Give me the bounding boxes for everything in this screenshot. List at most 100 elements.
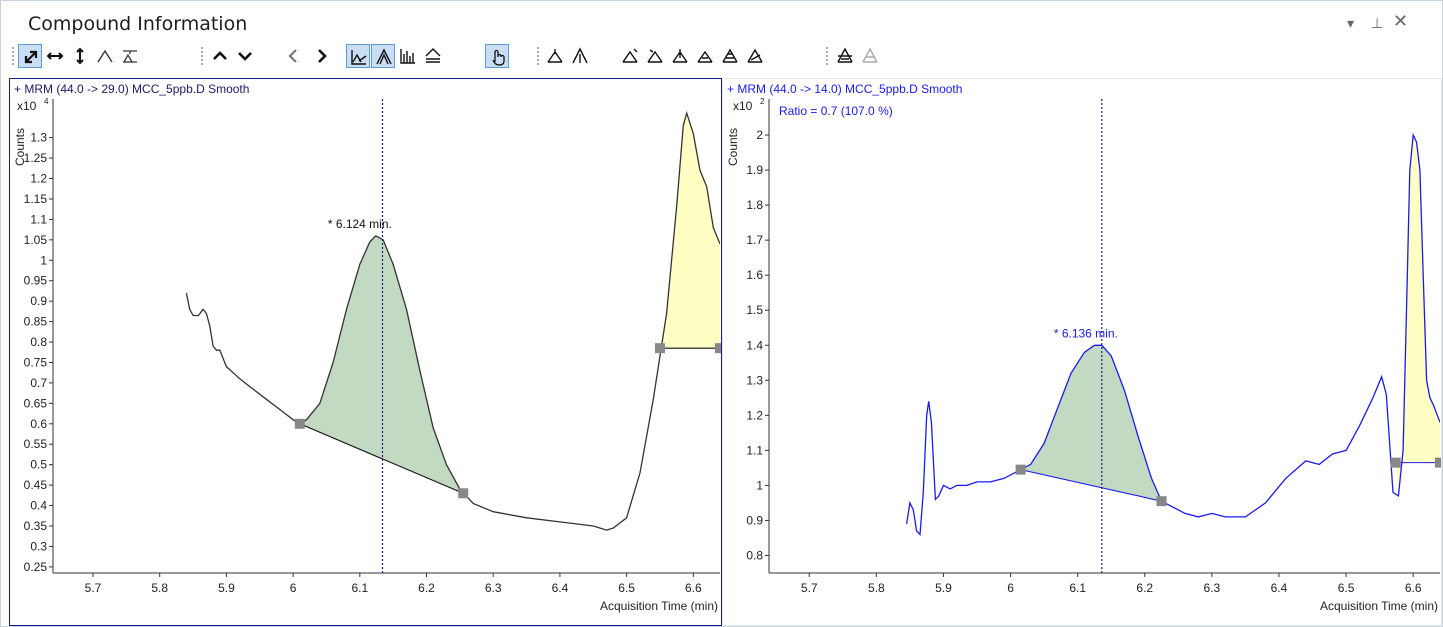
x-axis-label: Acquisition Time (min) <box>1320 599 1438 613</box>
window-title: Compound Information <box>28 13 248 35</box>
split-peak-icon[interactable] <box>643 44 667 68</box>
toolbar-grip[interactable] <box>200 46 204 66</box>
integrate-icon[interactable] <box>346 44 370 68</box>
merge-peak-icon[interactable] <box>668 44 692 68</box>
pin-icon[interactable]: ⊥ <box>1371 15 1384 31</box>
y-tick-label: 0.3 <box>30 539 47 553</box>
peak-icon[interactable] <box>93 44 117 68</box>
previous-compound-icon[interactable] <box>208 44 232 68</box>
x-tick-label: 6.6 <box>685 581 702 595</box>
ratio-annotation: Ratio = 0.7 (107.0 %) <box>779 104 893 118</box>
overlay-peaks-icon[interactable] <box>371 44 395 68</box>
x-axis-label: Acquisition Time (min) <box>600 599 718 613</box>
y-tick-label: 0.7 <box>30 376 47 390</box>
chromatogram-pane-qualifier[interactable]: + MRM (44.0 -> 14.0) MCC_5ppb.D Smooth Co… <box>722 78 1442 626</box>
y-tick-label: 0.45 <box>24 478 48 492</box>
x-tick-label: 6 <box>1007 581 1014 595</box>
x-tick-label: 6.5 <box>618 581 635 595</box>
y-multiplier-exponent: 2 <box>760 97 765 106</box>
tangent-peak-icon[interactable] <box>743 44 767 68</box>
chromatogram-pane-quantifier[interactable]: + MRM (44.0 -> 29.0) MCC_5ppb.D Smooth Co… <box>9 78 722 626</box>
y-tick-label: 1.5 <box>746 303 763 317</box>
y-tick-label: 1.6 <box>746 268 763 282</box>
y-tick-label: 0.65 <box>24 396 48 410</box>
pick-peak-icon[interactable] <box>568 44 592 68</box>
toolbar-grip[interactable] <box>11 46 15 66</box>
next-compound-icon[interactable] <box>233 44 257 68</box>
y-axis-label: Counts <box>13 128 27 166</box>
x-tick-label: 5.9 <box>935 581 952 595</box>
baseline-handle <box>1015 464 1026 475</box>
chart-header: + MRM (44.0 -> 14.0) MCC_5ppb.D Smooth <box>727 82 962 96</box>
y-multiplier: x10 <box>17 99 37 113</box>
chromatogram-plot: + MRM (44.0 -> 14.0) MCC_5ppb.D Smooth Co… <box>726 82 1441 613</box>
y-tick-label: 1.2 <box>30 172 47 186</box>
y-tick-label: 0.85 <box>24 315 48 329</box>
baseline-handle <box>654 343 665 354</box>
x-tick-label: 6.3 <box>485 581 502 595</box>
y-tick-label: 0.55 <box>24 437 48 451</box>
compare-icon[interactable] <box>421 44 445 68</box>
baseline-handle <box>1156 496 1167 507</box>
y-tick-label: 1.25 <box>24 151 48 165</box>
previous-peak-icon[interactable] <box>281 44 305 68</box>
x-tick-label: 5.8 <box>868 581 885 595</box>
delete-icon[interactable] <box>858 44 882 68</box>
autoscale-x-icon[interactable] <box>43 44 67 68</box>
y-tick-label: 1.1 <box>746 443 763 457</box>
manual-mode-icon[interactable] <box>485 44 509 68</box>
x-tick-label: 5.8 <box>151 581 168 595</box>
y-tick-label: 1 <box>756 478 763 492</box>
toolbar <box>1 39 1442 75</box>
toolbar-grip[interactable] <box>536 46 540 66</box>
baseline-handle <box>1435 457 1441 468</box>
y-tick-label: 1.3 <box>746 373 763 387</box>
autoscale-y-icon[interactable] <box>68 44 92 68</box>
y-tick-label: 1.05 <box>24 233 48 247</box>
integrated-peak-area <box>1020 345 1162 502</box>
x-tick-label: 6.1 <box>1069 581 1086 595</box>
chart-header: + MRM (44.0 -> 29.0) MCC_5ppb.D Smooth <box>14 82 249 96</box>
close-icon[interactable]: ✕ <box>1393 11 1409 31</box>
y-tick-label: 0.5 <box>30 458 47 472</box>
y-tick-label: 0.95 <box>24 274 48 288</box>
autoscale-both-icon[interactable] <box>18 44 42 68</box>
dropdown-arrow-icon[interactable]: ▾ <box>1347 15 1355 31</box>
drop-peak-icon[interactable] <box>693 44 717 68</box>
y-tick-label: 1.2 <box>746 408 763 422</box>
baseline-icon[interactable] <box>118 44 142 68</box>
y-tick-label: 1.7 <box>746 233 763 247</box>
y-axis-label: Counts <box>726 128 740 166</box>
peak-baseline <box>299 423 464 494</box>
next-peak-icon[interactable] <box>310 44 334 68</box>
y-tick-label: 1.3 <box>30 131 47 145</box>
x-tick-label: 5.9 <box>218 581 235 595</box>
zero-peak-icon[interactable] <box>543 44 567 68</box>
restore-icon[interactable] <box>833 44 857 68</box>
x-tick-label: 6.4 <box>1271 581 1288 595</box>
y-tick-label: 1.1 <box>30 212 47 226</box>
y-multiplier: x10 <box>733 99 753 113</box>
x-tick-label: 6.2 <box>418 581 435 595</box>
x-tick-label: 6 <box>290 581 297 595</box>
x-tick-label: 6.6 <box>1405 581 1422 595</box>
y-tick-label: 0.9 <box>30 294 47 308</box>
skim-peak-icon[interactable] <box>718 44 742 68</box>
spectrum-icon[interactable] <box>396 44 420 68</box>
y-multiplier-exponent: 4 <box>44 97 49 106</box>
x-tick-label: 6.5 <box>1338 581 1355 595</box>
integrated-peak-area <box>299 235 464 494</box>
y-tick-label: 1.15 <box>24 192 48 206</box>
y-tick-label: 1.9 <box>746 163 763 177</box>
x-tick-label: 5.7 <box>85 581 102 595</box>
chromatogram-plot: + MRM (44.0 -> 29.0) MCC_5ppb.D Smooth Co… <box>13 82 721 613</box>
toolbar-grip[interactable] <box>825 46 829 66</box>
title-bar: Compound Information ▾ ⊥ ✕ <box>1 1 1442 39</box>
x-tick-label: 6.4 <box>552 581 569 595</box>
baseline-handle <box>294 418 305 429</box>
y-tick-label: 0.75 <box>24 355 48 369</box>
integrate-peak-icon[interactable] <box>618 44 642 68</box>
integrated-peak-area <box>1395 135 1440 496</box>
peak-rt-label: * 6.136 min. <box>1054 326 1118 340</box>
